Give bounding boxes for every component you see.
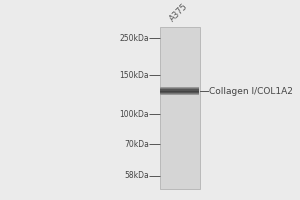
Text: 100kDa: 100kDa: [119, 110, 149, 119]
Bar: [160, 92, 199, 93]
Text: Collagen I/COL1A2: Collagen I/COL1A2: [209, 87, 293, 96]
Bar: [160, 94, 199, 95]
Text: 150kDa: 150kDa: [119, 71, 149, 80]
Bar: [160, 27, 200, 189]
Bar: [160, 88, 199, 89]
Bar: [160, 89, 199, 91]
Bar: [160, 91, 199, 92]
Text: 250kDa: 250kDa: [119, 34, 149, 43]
Bar: [160, 93, 199, 94]
Text: 70kDa: 70kDa: [124, 140, 149, 149]
Bar: [160, 87, 199, 88]
Text: 58kDa: 58kDa: [124, 171, 149, 180]
Text: A375: A375: [168, 2, 190, 23]
